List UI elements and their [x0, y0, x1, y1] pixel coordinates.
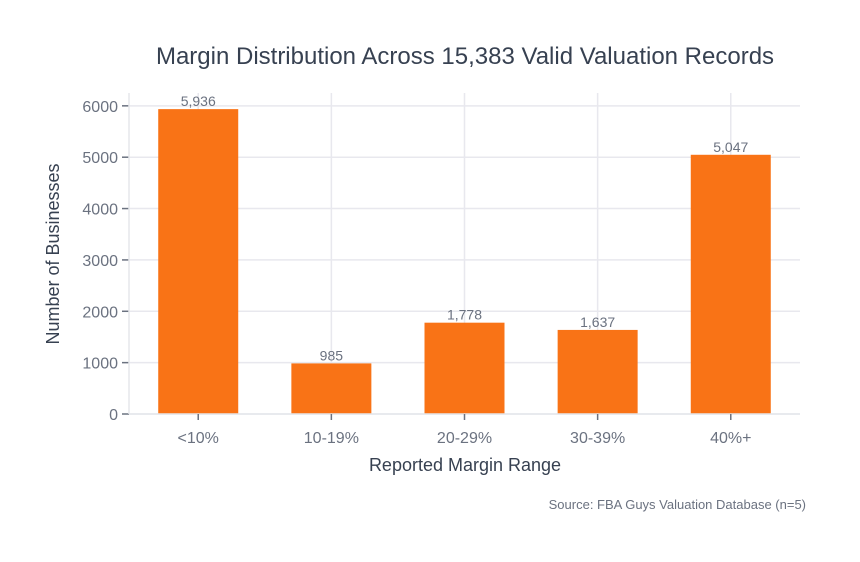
bar	[557, 329, 638, 414]
data-label: 5,936	[181, 93, 216, 109]
data-label: 985	[320, 347, 344, 363]
grid	[129, 93, 800, 415]
y-tick-label: 4000	[82, 202, 118, 219]
bars: 5,936 985 1,778 1,637 5,047	[158, 93, 771, 415]
y-tick-label: 2000	[82, 304, 118, 321]
y-axis-label: Number of Businesses	[43, 163, 63, 344]
x-tick-label: 30-39%	[570, 430, 625, 447]
source-note: Source: FBA Guys Valuation Database (n=5…	[549, 497, 806, 512]
y-tick-label: 1000	[82, 356, 118, 373]
data-label: 5,047	[713, 139, 748, 155]
data-label: 1,778	[447, 307, 482, 323]
bar	[291, 363, 372, 414]
chart-title: Margin Distribution Across 15,383 Valid …	[156, 43, 774, 70]
y-tick-label: 3000	[82, 253, 118, 270]
bar	[158, 109, 239, 414]
data-label: 1,637	[580, 314, 615, 330]
x-tick-label: 20-29%	[437, 430, 492, 447]
x-tick-label: 10-19%	[304, 430, 359, 447]
x-tick-label: 40%+	[710, 430, 751, 447]
axes: 0 1000 2000 3000 4000 5000 6000 <10% 10-19% 20-29…	[82, 93, 800, 447]
bar	[690, 154, 771, 415]
y-tick-label: 6000	[82, 99, 118, 116]
bar	[424, 322, 505, 414]
x-tick-label: <10%	[178, 430, 219, 447]
y-tick-label: 0	[109, 407, 118, 424]
y-tick-label: 5000	[82, 150, 118, 167]
x-axis-label: Reported Margin Range	[369, 455, 561, 475]
